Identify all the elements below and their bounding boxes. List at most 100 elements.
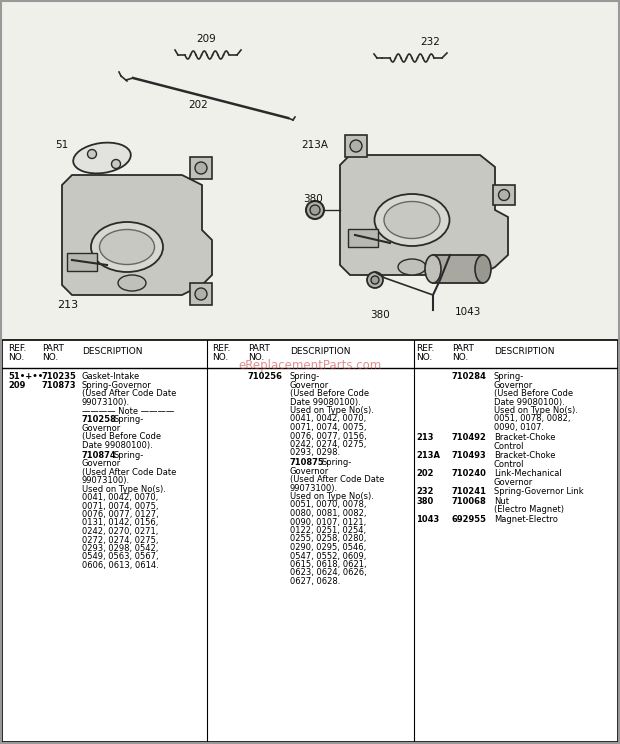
Text: 0293, 0298.: 0293, 0298. xyxy=(290,449,340,458)
Text: 0071, 0074, 0075,: 0071, 0074, 0075, xyxy=(82,501,159,510)
Text: Governor: Governor xyxy=(494,478,533,487)
Ellipse shape xyxy=(374,194,449,246)
Text: Governor: Governor xyxy=(82,424,122,433)
Text: 710492: 710492 xyxy=(452,434,487,443)
Text: Governor: Governor xyxy=(290,380,329,390)
Circle shape xyxy=(195,288,207,300)
Text: eReplacementParts.com: eReplacementParts.com xyxy=(238,359,382,371)
Text: NO.: NO. xyxy=(42,353,58,362)
Text: (Used After Code Date: (Used After Code Date xyxy=(82,467,176,476)
Text: 710068: 710068 xyxy=(452,497,487,506)
Text: Governor: Governor xyxy=(290,466,329,475)
Bar xyxy=(190,283,212,305)
Bar xyxy=(67,253,97,271)
Text: Spring-Governor Link: Spring-Governor Link xyxy=(494,487,583,496)
Bar xyxy=(345,135,367,157)
Text: 710874: 710874 xyxy=(82,451,117,460)
Text: 380: 380 xyxy=(416,497,433,506)
Text: 0051, 0078, 0082,: 0051, 0078, 0082, xyxy=(494,414,570,423)
Text: Used on Type No(s).: Used on Type No(s). xyxy=(290,492,374,501)
Text: 710258: 710258 xyxy=(82,415,117,425)
Text: Governor: Governor xyxy=(494,380,533,390)
Text: (Used Before Code: (Used Before Code xyxy=(494,389,573,398)
Text: NO.: NO. xyxy=(212,353,228,362)
Text: 0051, 0070, 0078,: 0051, 0070, 0078, xyxy=(290,501,366,510)
Text: Link-Mechanical: Link-Mechanical xyxy=(494,469,562,478)
Text: 0090, 0107, 0121,: 0090, 0107, 0121, xyxy=(290,518,366,527)
Text: 0041, 0042, 0070,: 0041, 0042, 0070, xyxy=(290,414,366,423)
Text: NO.: NO. xyxy=(8,353,24,362)
Polygon shape xyxy=(62,175,212,295)
Text: 710256: 710256 xyxy=(248,372,283,381)
Circle shape xyxy=(498,190,510,200)
Text: Date 99080100).: Date 99080100). xyxy=(82,441,153,450)
Ellipse shape xyxy=(118,275,146,291)
Text: Used on Type No(s).: Used on Type No(s). xyxy=(82,484,166,493)
Text: 51: 51 xyxy=(55,140,69,150)
Circle shape xyxy=(195,162,207,174)
Text: 213: 213 xyxy=(58,300,79,310)
Text: 99073100).: 99073100). xyxy=(82,476,130,485)
Text: 0242, 0274, 0275,: 0242, 0274, 0275, xyxy=(290,440,366,449)
Text: ———— Note ————: ———— Note ———— xyxy=(82,407,174,416)
Text: NO.: NO. xyxy=(452,353,468,362)
Bar xyxy=(348,229,378,247)
Ellipse shape xyxy=(398,259,426,275)
Text: Governor: Governor xyxy=(82,459,122,468)
Text: Spring-Governor: Spring-Governor xyxy=(82,380,152,390)
Text: Spring-: Spring- xyxy=(290,372,321,381)
Text: Magnet-Electro: Magnet-Electro xyxy=(494,515,558,524)
Text: NO.: NO. xyxy=(248,353,264,362)
Polygon shape xyxy=(340,155,508,275)
Text: PART: PART xyxy=(248,344,270,353)
Text: 99073100).: 99073100). xyxy=(82,397,130,406)
Text: REF.: REF. xyxy=(8,344,27,353)
Text: REF.: REF. xyxy=(416,344,435,353)
Text: 0071, 0074, 0075,: 0071, 0074, 0075, xyxy=(290,423,366,432)
Text: Gasket-Intake: Gasket-Intake xyxy=(82,372,140,381)
Text: 202: 202 xyxy=(416,469,433,478)
Ellipse shape xyxy=(91,222,163,272)
Text: 0041, 0042, 0070,: 0041, 0042, 0070, xyxy=(82,493,158,502)
Text: 710235: 710235 xyxy=(42,372,77,381)
Text: 51•+••: 51•+•• xyxy=(8,372,43,381)
Text: Spring-: Spring- xyxy=(114,415,144,425)
Text: 0549, 0563, 0567,: 0549, 0563, 0567, xyxy=(82,553,159,562)
Text: 710493: 710493 xyxy=(452,452,487,461)
Bar xyxy=(2,340,618,742)
Text: 232: 232 xyxy=(416,487,433,496)
Circle shape xyxy=(112,159,120,168)
Text: 710873: 710873 xyxy=(42,380,77,390)
Text: (Used Before Code: (Used Before Code xyxy=(82,432,161,441)
Text: 213A: 213A xyxy=(416,452,440,461)
Text: 202: 202 xyxy=(188,100,208,110)
Text: Date 99080100).: Date 99080100). xyxy=(290,397,361,406)
Text: 1043: 1043 xyxy=(416,515,439,524)
Text: Spring-: Spring- xyxy=(114,451,144,460)
Text: 380: 380 xyxy=(303,194,323,204)
Bar xyxy=(493,185,515,205)
Text: 232: 232 xyxy=(420,37,440,47)
Circle shape xyxy=(367,272,383,288)
Text: 0615, 0618, 0621,: 0615, 0618, 0621, xyxy=(290,560,366,569)
Text: 0627, 0628.: 0627, 0628. xyxy=(290,577,340,586)
Text: Control: Control xyxy=(494,442,525,451)
Text: Bracket-Choke: Bracket-Choke xyxy=(494,434,556,443)
Circle shape xyxy=(310,205,320,215)
Text: 0272, 0274, 0275,: 0272, 0274, 0275, xyxy=(82,536,159,545)
Text: 0090, 0107.: 0090, 0107. xyxy=(494,423,544,432)
Text: 710240: 710240 xyxy=(452,469,487,478)
Text: 209: 209 xyxy=(196,34,216,44)
Text: 0080, 0081, 0082,: 0080, 0081, 0082, xyxy=(290,509,366,518)
Text: PART: PART xyxy=(42,344,64,353)
Text: (Used After Code Date: (Used After Code Date xyxy=(82,389,176,398)
Text: 0255, 0258, 0280,: 0255, 0258, 0280, xyxy=(290,534,366,544)
Text: Spring-: Spring- xyxy=(494,372,525,381)
Text: 209: 209 xyxy=(8,380,25,390)
Text: 213A: 213A xyxy=(301,140,329,150)
Text: 0242, 0270, 0271,: 0242, 0270, 0271, xyxy=(82,527,158,536)
Text: 692955: 692955 xyxy=(452,515,487,524)
Circle shape xyxy=(371,276,379,284)
Text: 0122, 0251, 0254,: 0122, 0251, 0254, xyxy=(290,526,366,535)
Text: REF.: REF. xyxy=(212,344,231,353)
